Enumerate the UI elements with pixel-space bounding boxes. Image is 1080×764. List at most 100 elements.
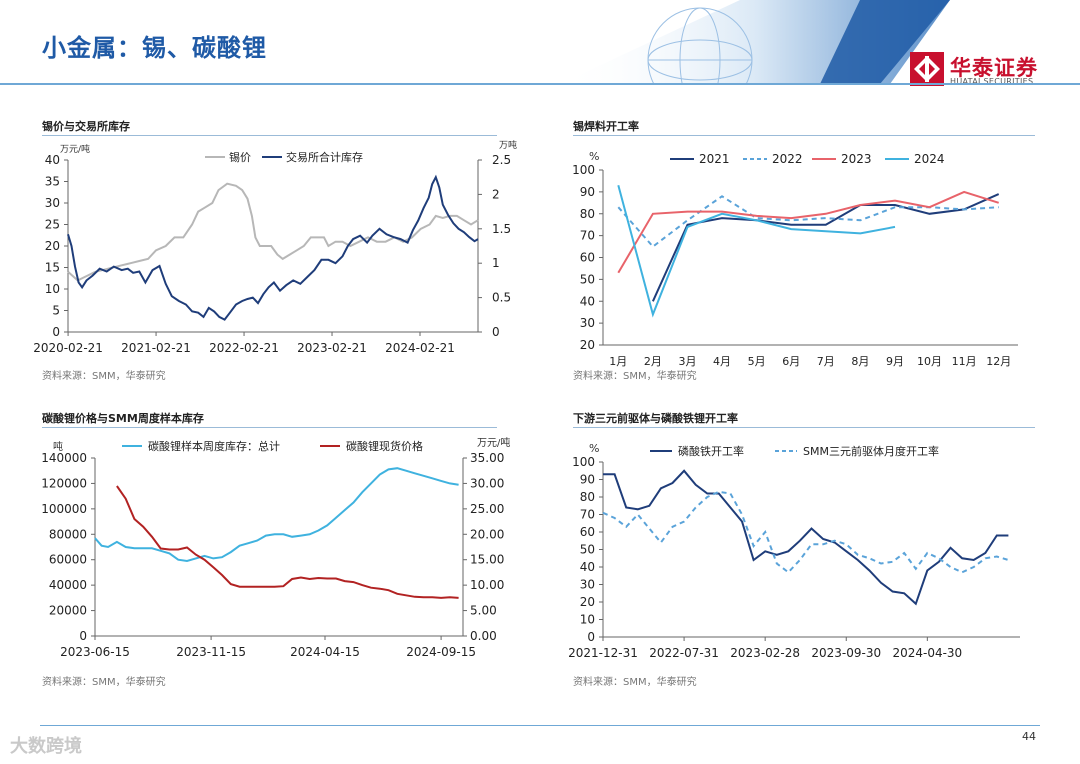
logo-name-cn: 华泰证券 [950, 56, 1038, 80]
y2-axis-unit: 万吨 [499, 140, 517, 151]
x-tick-label: 2020-02-21 [33, 341, 103, 355]
y-tick-label: 20 [580, 338, 595, 352]
huatai-logo-icon [910, 52, 944, 86]
y-tick-label: 20 [580, 595, 595, 609]
chart-tin-price-inventory: 0 5 10 15 20 25 30 35 40 0 0.5 1 1.5 2 2.5 2020-02-21 20… [33, 140, 517, 355]
panel-title-underline [42, 135, 497, 136]
y-tick-label: 90 [580, 473, 595, 487]
series-line-2024 [617, 185, 896, 318]
page-number: 44 [1022, 730, 1036, 743]
x-tick-label: 2023-11-15 [176, 645, 246, 659]
chart-downstream-utilization: 0 10 20 30 40 50 60 70 80 90 100 2021-12-31 2022-07-… [568, 442, 1020, 660]
y2-tick-label: 1.5 [492, 222, 511, 236]
y-tick-label: 140000 [41, 451, 87, 465]
source-note: 资料来源：SMM，华泰研究 [42, 371, 166, 382]
x-tick-label: 11月 [952, 355, 977, 368]
series-line-2022 [617, 195, 999, 248]
legend-label: SMM三元前驱体月度开工率 [803, 444, 939, 458]
y-tick-label: 90 [580, 185, 595, 199]
y2-tick-label: 30.00 [470, 476, 504, 490]
chart-lithium-carbonate: 0 20000 40000 60000 80000 100000 120000 140000 0… [41, 436, 510, 659]
y-axis-unit: % [589, 150, 599, 163]
y-tick-label: 100000 [41, 502, 87, 516]
y-tick-label: 50 [580, 543, 595, 557]
panel-title-lithium: 碳酸锂价格与SMM周度样本库存 [42, 412, 204, 425]
y-tick-label: 60 [580, 525, 595, 539]
page-title: 小金属：锡、碳酸锂 [42, 34, 267, 62]
y-tick-label: 50 [580, 272, 595, 286]
y-tick-label: 40 [580, 294, 595, 308]
brand-logo: 华泰证券 HUATAI SECURITIES [910, 52, 1050, 88]
x-tick-label: 2022-07-31 [649, 646, 719, 660]
legend-label: 磷酸铁开工率 [678, 444, 744, 458]
y2-tick-label: 15.00 [470, 553, 504, 567]
y2-tick-label: 20.00 [470, 527, 504, 541]
x-tick-label: 2022-02-21 [209, 341, 279, 355]
y2-tick-label: 10.00 [470, 578, 504, 592]
y-axis-unit: 吨 [53, 440, 63, 453]
x-tick-label: 12月 [986, 355, 1011, 368]
y2-tick-label: 0.5 [492, 291, 511, 305]
source-note: 资料来源：SMM，华泰研究 [573, 677, 697, 688]
y-tick-label: 30 [580, 316, 595, 330]
y2-tick-label: 5.00 [470, 604, 497, 618]
x-tick-label: 5月 [748, 355, 766, 368]
y2-tick-label: 0.00 [470, 629, 497, 643]
legend-label: 交易所合计库存 [286, 150, 363, 164]
y-tick-label: 20 [45, 239, 60, 253]
legend-label: 2022 [772, 152, 803, 166]
legend-label: 2024 [914, 152, 945, 166]
y-tick-label: 40 [45, 153, 60, 167]
x-tick-label: 2023-02-28 [730, 646, 800, 660]
x-tick-label: 3月 [678, 355, 696, 368]
x-tick-label: 2月 [644, 355, 662, 368]
series-line-1 [116, 485, 459, 599]
y2-tick-label: 0 [492, 325, 500, 339]
y-tick-label: 40 [580, 560, 595, 574]
y-tick-label: 25 [45, 218, 60, 232]
y-tick-label: 10 [45, 282, 60, 296]
series-line-0 [67, 182, 479, 282]
x-tick-label: 2024-04-15 [290, 645, 360, 659]
y-tick-label: 30 [580, 578, 595, 592]
y-tick-label: 80 [580, 490, 595, 504]
x-tick-label: 2024-09-15 [406, 645, 476, 659]
panel-title-underline [573, 427, 1035, 428]
legend-label: 2021 [699, 152, 730, 166]
y2-tick-label: 1 [492, 256, 500, 270]
x-tick-label: 1月 [609, 355, 627, 368]
watermark: 大数跨境 [10, 736, 82, 757]
panel-title-tin: 锡价与交易所库存 [42, 120, 130, 133]
y-tick-label: 5 [52, 304, 60, 318]
y-axis-unit: % [589, 442, 599, 455]
x-tick-label: 2021-02-21 [121, 341, 191, 355]
y-tick-label: 70 [580, 508, 595, 522]
y-tick-label: 70 [580, 229, 595, 243]
y-axis-unit: 万元/吨 [60, 143, 90, 155]
logo-name-en: HUATAI SECURITIES [950, 77, 1034, 86]
x-tick-label: 2024-02-21 [385, 341, 455, 355]
legend-label: 碳酸锂样本周度库存：总计 [148, 439, 280, 453]
x-tick-label: 2023-06-15 [60, 645, 130, 659]
series-line-1 [67, 174, 479, 321]
y-tick-label: 15 [45, 261, 60, 275]
x-tick-label: 9月 [886, 355, 904, 368]
y-tick-label: 80 [580, 207, 595, 221]
x-tick-label: 6月 [782, 355, 800, 368]
panel-title-underline [42, 427, 497, 428]
y-tick-label: 60 [580, 251, 595, 265]
panel-title-solder: 锡焊料开工率 [573, 120, 639, 133]
y2-tick-label: 25.00 [470, 502, 504, 516]
x-tick-label: 8月 [851, 355, 869, 368]
y-tick-label: 100 [572, 163, 595, 177]
header-divider [0, 83, 1080, 85]
y-tick-label: 30 [45, 196, 60, 210]
y-tick-label: 80000 [49, 527, 87, 541]
x-tick-label: 2023-09-30 [811, 646, 881, 660]
panel-title-underline [573, 135, 1035, 136]
y-tick-label: 0 [587, 630, 595, 644]
header-banner-graphic [560, 0, 950, 84]
y-tick-label: 0 [79, 629, 87, 643]
series-line-1 [602, 490, 1009, 574]
y2-tick-label: 2 [492, 187, 500, 201]
